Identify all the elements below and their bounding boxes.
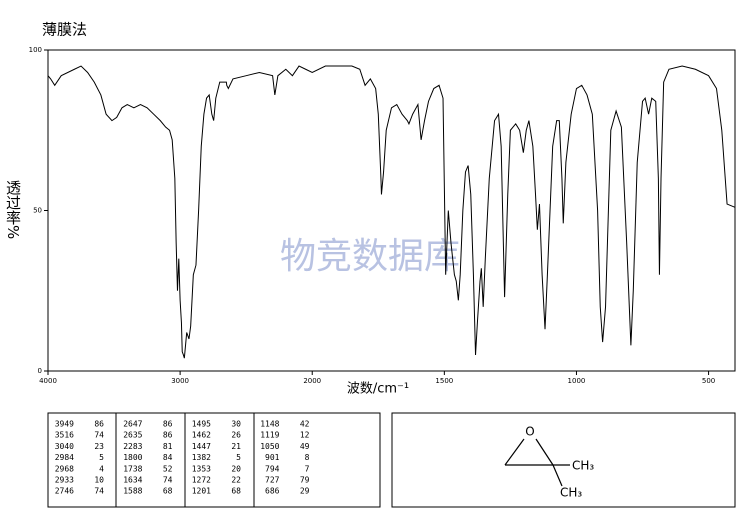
table-cell: 26 <box>231 431 241 440</box>
table-cell: 3949 <box>55 420 74 429</box>
table-cell: 20 <box>231 464 241 473</box>
table-cell: 901 <box>265 453 280 462</box>
atom-label: CH₃ <box>560 486 582 500</box>
table-cell: 2283 <box>123 442 142 451</box>
table-cell: 2984 <box>55 453 74 462</box>
table-cell: 68 <box>231 487 241 496</box>
table-cell: 30 <box>231 420 241 429</box>
table-cell: 1382 <box>192 453 211 462</box>
table-cell: 2647 <box>123 420 142 429</box>
table-cell: 1634 <box>123 476 142 485</box>
table-cell: 1462 <box>192 431 211 440</box>
table-cell: 2746 <box>55 487 74 496</box>
table-cell: 10 <box>94 476 104 485</box>
table-cell: 22 <box>231 476 241 485</box>
table-cell: 1201 <box>192 487 211 496</box>
x-tick-label: 4000 <box>39 377 57 385</box>
x-axis-label: 波数/cm⁻¹ <box>347 382 409 397</box>
table-cell: 84 <box>163 453 173 462</box>
table-cell: 2933 <box>55 476 74 485</box>
structure-frame <box>391 412 736 508</box>
table-cell: 5 <box>99 453 104 462</box>
table-cell: 1495 <box>192 420 211 429</box>
table-cell: 1050 <box>260 442 279 451</box>
table-cell: 74 <box>94 431 104 440</box>
table-cell: 4 <box>99 464 104 473</box>
table-cell: 1588 <box>123 487 142 496</box>
table-cell: 1353 <box>192 464 211 473</box>
table-cell: 5 <box>236 453 241 462</box>
table-cell: 794 <box>265 464 280 473</box>
table-cell: 68 <box>163 487 173 496</box>
table-cell: 86 <box>163 420 173 429</box>
table-cell: 1272 <box>192 476 211 485</box>
table-cell: 86 <box>94 420 104 429</box>
table-cell: 1738 <box>123 464 142 473</box>
table-cell: 3516 <box>55 431 74 440</box>
chart-title: 薄膜法 <box>42 21 87 39</box>
y-tick-label: 0 <box>38 367 42 375</box>
spectrum-line <box>47 65 736 359</box>
table-cell: 12 <box>300 431 310 440</box>
table-cell: 3040 <box>55 442 74 451</box>
molecule-bonds <box>504 438 570 487</box>
table-cell: 2968 <box>55 464 74 473</box>
table-cell: 79 <box>300 476 310 485</box>
table-cell: 686 <box>265 487 280 496</box>
y-tick-label: 50 <box>33 207 42 215</box>
table-cell: 1119 <box>260 431 279 440</box>
table-cell: 1447 <box>192 442 211 451</box>
table-cell: 1800 <box>123 453 142 462</box>
table-cell: 7 <box>305 464 310 473</box>
x-tick-label: 2000 <box>303 377 321 385</box>
x-tick-label: 3000 <box>171 377 189 385</box>
x-tick-label: 1500 <box>435 377 453 385</box>
table-cell: 21 <box>231 442 241 451</box>
watermark: 物竞数据库 <box>280 236 460 277</box>
table-cell: 74 <box>163 476 173 485</box>
table-cell: 29 <box>300 487 310 496</box>
table-cell: 42 <box>300 420 310 429</box>
table-cell: 74 <box>94 487 104 496</box>
atom-label: O <box>525 425 534 439</box>
table-cell: 8 <box>305 453 310 462</box>
y-tick-label: 100 <box>29 46 42 54</box>
table-cell: 81 <box>163 442 173 451</box>
table-cell: 2635 <box>123 431 142 440</box>
table-cell: 23 <box>94 442 104 451</box>
table-cell: 86 <box>163 431 173 440</box>
x-tick-label: 1000 <box>568 377 586 385</box>
table-cell: 1148 <box>260 420 279 429</box>
table-cell: 49 <box>300 442 310 451</box>
y-axis-label: 透过率% <box>4 180 22 240</box>
peak-table-frame <box>47 412 381 508</box>
table-cell: 727 <box>265 476 280 485</box>
atom-label: CH₃ <box>572 459 594 473</box>
x-tick-label: 500 <box>702 377 715 385</box>
table-cell: 52 <box>163 464 173 473</box>
